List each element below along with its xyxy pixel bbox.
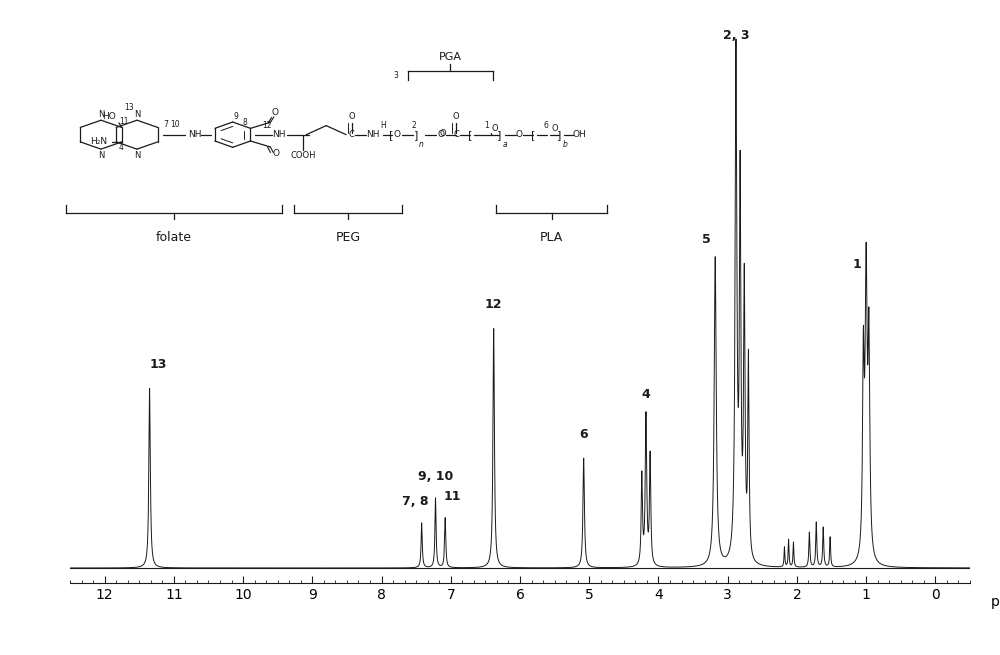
Text: 12: 12	[485, 298, 502, 311]
Text: 11: 11	[119, 117, 129, 126]
Text: PEG: PEG	[335, 231, 360, 244]
Text: 5: 5	[702, 233, 711, 246]
Text: 12: 12	[262, 121, 271, 130]
Text: 7: 7	[163, 121, 168, 129]
Text: N: N	[98, 151, 104, 160]
Text: 7, 8: 7, 8	[402, 495, 428, 508]
Text: O: O	[394, 130, 401, 139]
Text: N: N	[134, 109, 140, 119]
Text: O: O	[491, 124, 498, 133]
Text: 8: 8	[243, 118, 248, 127]
Text: [: [	[531, 130, 535, 140]
Text: 4: 4	[119, 143, 124, 153]
Text: b: b	[563, 140, 568, 149]
Text: NH: NH	[366, 130, 380, 139]
Text: 1: 1	[485, 121, 489, 130]
Text: a: a	[503, 140, 508, 149]
Text: COOH: COOH	[291, 151, 316, 160]
Text: H₂N: H₂N	[90, 138, 108, 147]
Text: O: O	[272, 149, 279, 158]
Text: [: [	[468, 130, 473, 140]
Text: OH: OH	[573, 130, 587, 139]
Text: O: O	[516, 130, 523, 139]
Text: N: N	[134, 151, 140, 160]
Text: 9: 9	[234, 111, 239, 121]
Text: O: O	[453, 112, 459, 121]
Text: HO: HO	[102, 113, 116, 121]
Text: 4: 4	[642, 388, 650, 401]
Text: [: [	[389, 130, 394, 140]
Text: N: N	[98, 109, 104, 119]
Text: 9, 10: 9, 10	[418, 470, 453, 483]
Text: ]: ]	[557, 130, 561, 140]
Text: 6: 6	[543, 121, 548, 130]
Text: 11: 11	[443, 490, 461, 503]
Text: 13: 13	[125, 103, 134, 113]
Text: folate: folate	[156, 231, 192, 244]
Text: 13: 13	[149, 358, 167, 371]
Text: ]: ]	[497, 130, 501, 140]
Text: PLA: PLA	[540, 231, 563, 244]
Text: C: C	[453, 130, 459, 139]
Text: 10: 10	[170, 121, 180, 129]
Text: n: n	[419, 140, 424, 149]
Text: NH: NH	[273, 130, 286, 139]
Text: O: O	[349, 112, 355, 121]
Text: 2: 2	[412, 121, 416, 130]
Text: 2, 3: 2, 3	[723, 29, 749, 42]
Text: ]: ]	[413, 130, 418, 140]
Text: H: H	[380, 121, 386, 130]
Text: C: C	[349, 130, 355, 139]
Text: O: O	[440, 128, 446, 138]
Text: O: O	[437, 130, 444, 139]
Text: O: O	[272, 109, 279, 117]
Text: PGA: PGA	[439, 52, 462, 62]
Text: NH: NH	[188, 130, 202, 139]
Text: 6: 6	[579, 428, 588, 441]
Text: 1: 1	[853, 258, 862, 271]
Text: ppm: ppm	[991, 595, 1000, 609]
Text: 3: 3	[394, 71, 399, 81]
Text: O: O	[551, 124, 558, 133]
